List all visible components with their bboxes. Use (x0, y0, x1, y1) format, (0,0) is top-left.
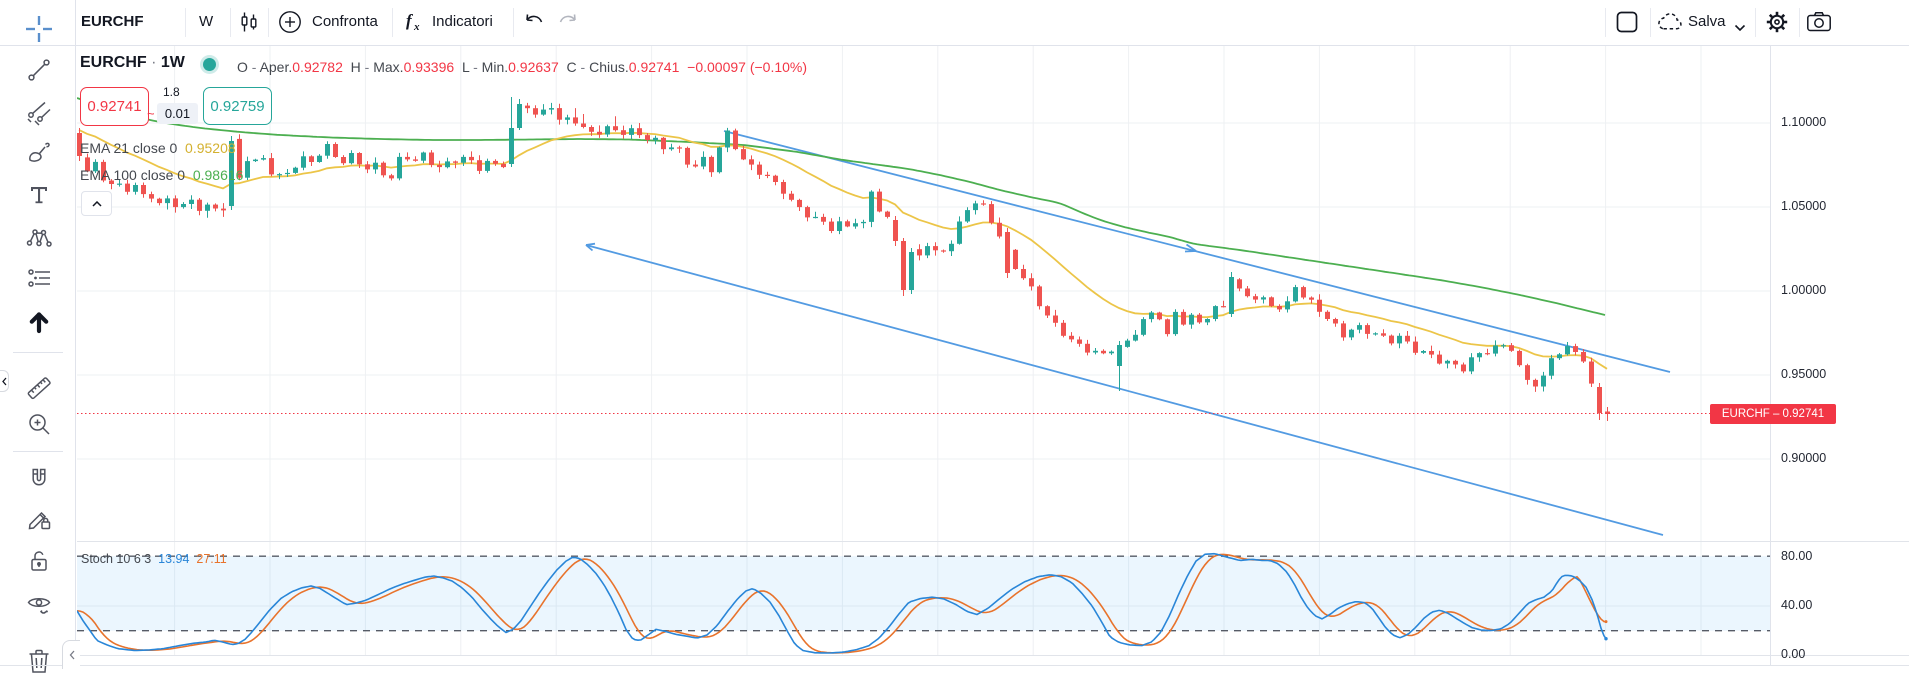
svg-text:f: f (406, 11, 414, 30)
svg-text:x: x (413, 21, 420, 33)
